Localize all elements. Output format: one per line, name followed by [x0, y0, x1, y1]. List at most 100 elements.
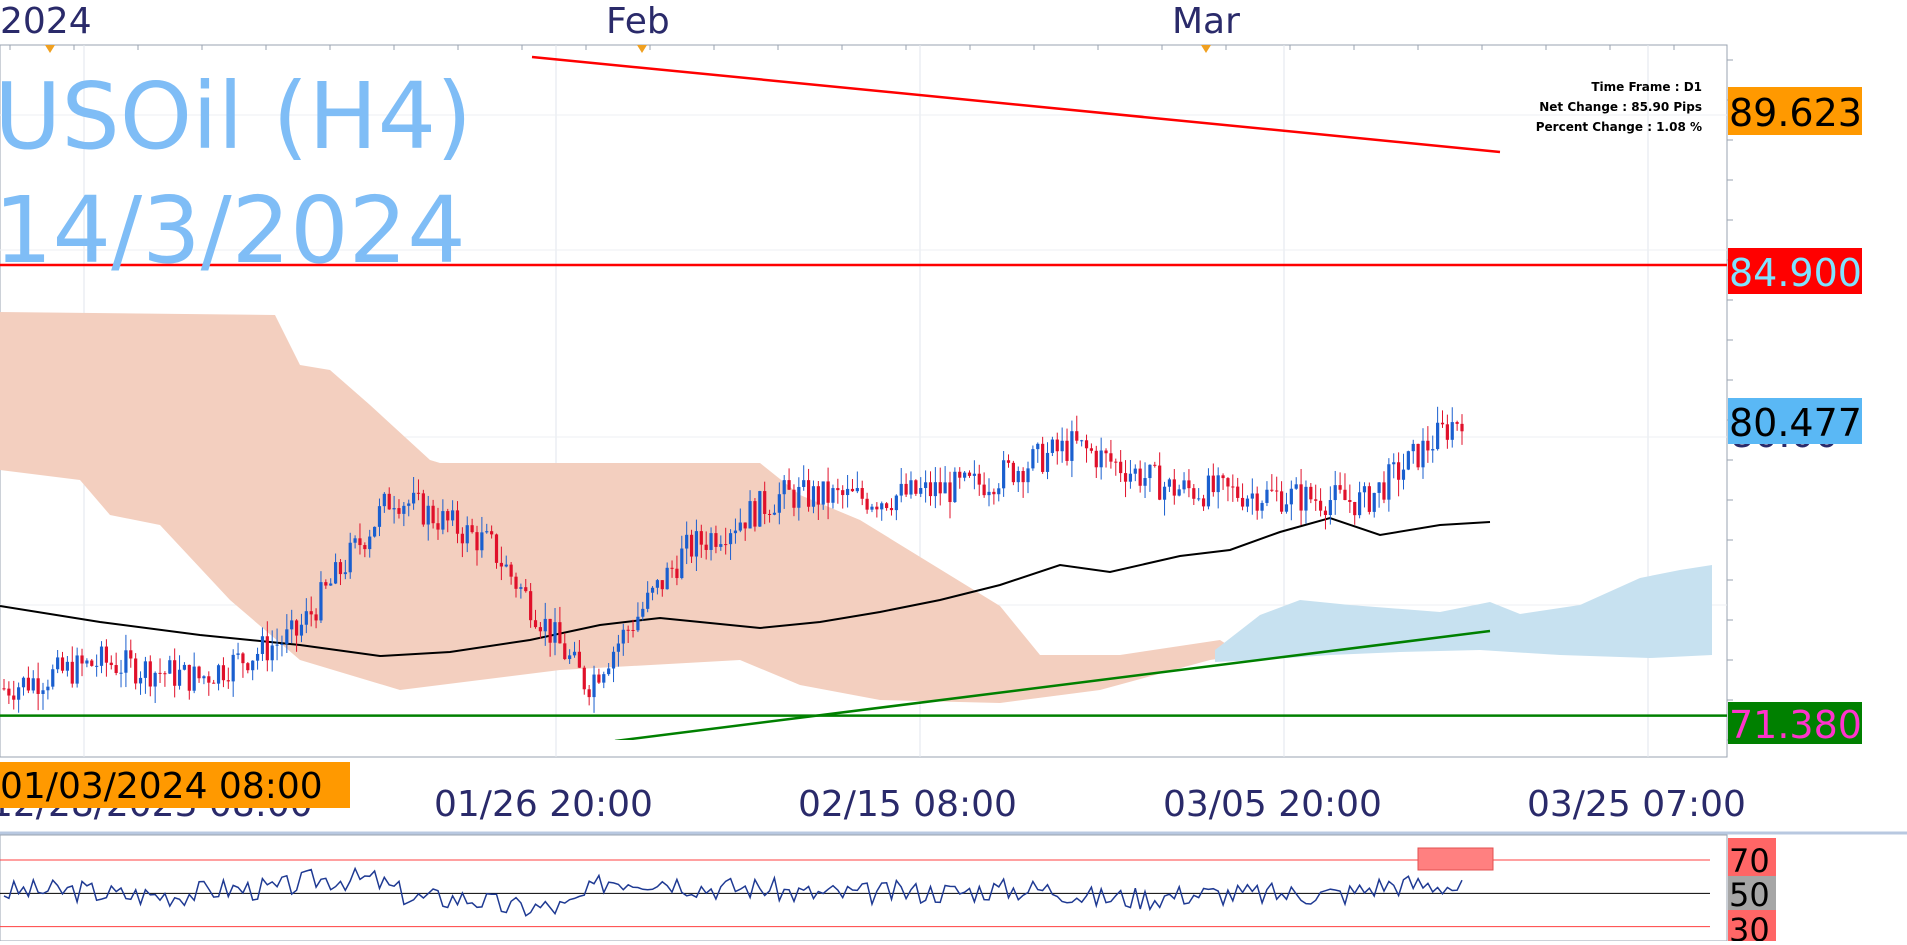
candle-bear	[70, 661, 74, 684]
candle-bull	[568, 655, 572, 660]
price-label-80: 80.477	[1729, 401, 1862, 445]
candle-bear	[187, 664, 191, 691]
top-axis-label-2024: 2024	[0, 1, 92, 42]
candle-bull	[290, 620, 294, 630]
rsi-label-50: 50	[1729, 876, 1770, 914]
candle-bear	[1240, 497, 1245, 507]
candle-bull	[909, 480, 913, 495]
candle-bull	[1411, 443, 1415, 452]
candle-bull	[899, 483, 903, 496]
candle-bear	[1231, 486, 1235, 488]
candle-bull	[95, 665, 99, 667]
candle-bull	[1406, 451, 1410, 470]
candle-bull	[426, 505, 430, 525]
candle-bear	[1338, 485, 1342, 490]
candle-bull	[1431, 449, 1435, 451]
rsi-label-50-box	[1728, 876, 1776, 910]
candle-bear	[12, 695, 16, 700]
candle-bull	[1265, 489, 1269, 503]
rsi-label-70: 70	[1729, 842, 1770, 880]
candle-bear	[309, 611, 313, 615]
candle-bear	[1440, 422, 1445, 425]
candle-bull	[777, 494, 781, 513]
candle-bull	[1421, 440, 1425, 468]
candle-bull	[182, 664, 187, 670]
candle-bull	[1284, 504, 1289, 512]
candle-bear	[363, 545, 367, 550]
candle-bull	[465, 525, 469, 544]
candle-bull	[1362, 486, 1367, 493]
candle-bull	[192, 666, 196, 691]
candle-bull	[56, 657, 60, 670]
candle-bear	[1011, 462, 1015, 483]
candle-bull	[255, 653, 260, 661]
title-symbol: USOil (H4)	[0, 63, 472, 170]
candle-bear	[841, 490, 845, 496]
candle-bull	[1357, 492, 1362, 516]
rsi-overbought-marker	[1417, 847, 1494, 871]
candle-bull	[504, 564, 508, 567]
candle-bull	[1050, 439, 1054, 453]
candle-bear	[207, 676, 211, 683]
candle-bull	[1245, 498, 1250, 507]
candle-bear	[421, 493, 425, 525]
info-time-frame: Time Frame : D1	[1591, 80, 1702, 94]
candle-bear	[494, 534, 499, 563]
candle-bull	[451, 510, 455, 521]
candle-bear	[1397, 462, 1401, 480]
candle-bear	[670, 567, 674, 569]
candle-bull	[738, 522, 742, 531]
candle-bear	[743, 522, 747, 529]
candle-bear	[626, 629, 630, 631]
candle-bull	[641, 608, 645, 617]
candle-bull	[348, 542, 352, 573]
moving-average	[0, 516, 1491, 658]
candle-bear	[1192, 488, 1196, 499]
candle-bear	[475, 532, 479, 551]
candle-bear	[294, 620, 299, 636]
info-percent-change: Percent Change : 1.08 %	[1536, 120, 1702, 134]
candle-bear	[597, 674, 601, 683]
candle-bear	[212, 682, 216, 684]
candle-bear	[1221, 475, 1225, 479]
trendlines	[531, 55, 1501, 740]
candle-bull	[972, 473, 976, 476]
candle-bull	[124, 650, 128, 673]
candle-bull	[1002, 460, 1006, 489]
candle-bull	[251, 660, 255, 671]
candle-bull	[1045, 452, 1050, 472]
candle-bear	[455, 510, 460, 534]
candle-bear	[860, 488, 864, 499]
candle-bear	[36, 678, 40, 694]
candle-bull	[694, 531, 699, 557]
candle-bull	[997, 488, 1001, 495]
candle-bear	[134, 658, 138, 684]
candle-bull	[382, 493, 386, 507]
candle-bear	[689, 534, 694, 557]
candle-bull	[168, 660, 172, 674]
candle-bull	[329, 583, 333, 586]
candle-bull	[280, 643, 284, 645]
candle-bull	[119, 672, 123, 674]
candle-bull	[1289, 488, 1293, 505]
candle-bull	[621, 629, 625, 644]
candle-bear	[246, 663, 250, 671]
candle-bear	[1006, 460, 1011, 463]
candle-bull	[1148, 464, 1152, 479]
candle-bull	[646, 592, 650, 609]
top-axis-marker	[637, 45, 647, 53]
candle-bear	[1299, 484, 1303, 511]
candle-bull	[480, 532, 484, 551]
candle-bear	[538, 627, 542, 632]
candle-bull	[880, 503, 884, 510]
candle-bear	[114, 665, 118, 674]
candle-bull	[602, 674, 606, 683]
candle-bear	[699, 531, 703, 545]
candle-bear	[148, 661, 152, 687]
candle-bull	[1080, 440, 1084, 442]
candle-bull	[845, 488, 850, 496]
candle-bull	[1031, 449, 1035, 469]
candle-bear	[1236, 486, 1240, 498]
candle-bull	[1328, 500, 1332, 516]
horizontal-levels	[0, 263, 1727, 717]
